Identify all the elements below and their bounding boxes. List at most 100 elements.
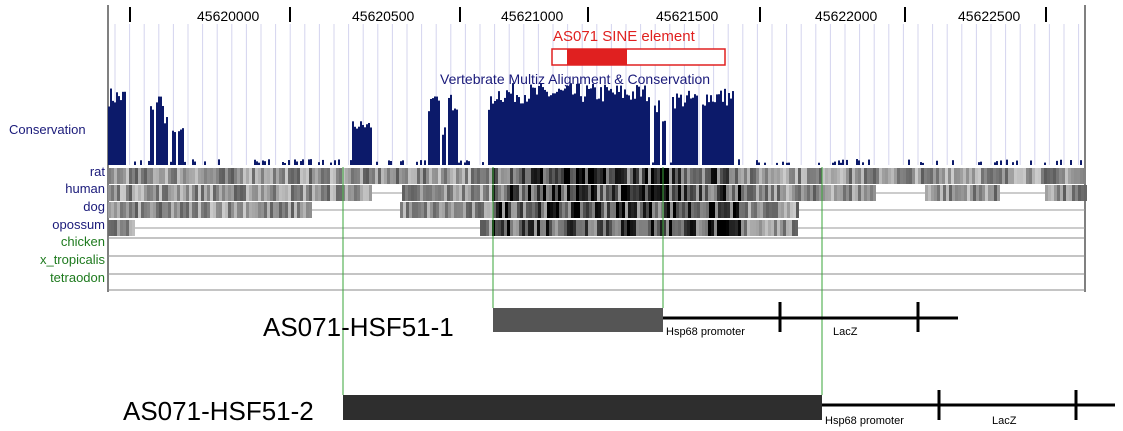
alignment-block	[114, 202, 117, 218]
alignment-block	[129, 202, 132, 218]
alignment-block	[312, 185, 315, 201]
species-alignment-rows	[108, 168, 1087, 291]
conservation-bar	[114, 102, 116, 165]
alignment-block	[843, 168, 846, 184]
alignment-block	[357, 185, 360, 201]
alignment-block	[156, 168, 159, 184]
alignment-block	[733, 202, 736, 218]
alignment-block	[600, 168, 603, 184]
alignment-block	[228, 185, 231, 201]
alignment-block	[672, 168, 675, 184]
alignment-block	[508, 202, 511, 218]
alignment-block	[117, 168, 120, 184]
alignment-block	[789, 168, 792, 184]
alignment-block	[441, 185, 444, 201]
alignment-block	[451, 202, 454, 218]
conservation-bar	[508, 92, 510, 165]
conservation-bar	[578, 83, 580, 165]
alignment-block	[156, 185, 159, 201]
alignment-block	[903, 168, 906, 184]
alignment-block	[264, 185, 267, 201]
alignment-block	[297, 168, 300, 184]
alignment-block	[126, 220, 129, 236]
conservation-bar	[920, 162, 922, 165]
alignment-block	[585, 220, 588, 236]
alignment-block	[987, 168, 990, 184]
alignment-block	[237, 202, 240, 218]
alignment-block	[498, 185, 501, 201]
alignment-block	[741, 185, 744, 201]
alignment-block	[225, 202, 228, 218]
alignment-block	[339, 168, 342, 184]
alignment-block	[324, 168, 327, 184]
alignment-block	[1017, 168, 1020, 184]
alignment-block	[144, 185, 147, 201]
conservation-bar	[1070, 160, 1072, 165]
alignment-block	[522, 220, 525, 236]
alignment-block	[798, 185, 801, 201]
alignment-block	[108, 202, 111, 218]
alignment-block	[183, 202, 186, 218]
conservation-bar	[594, 87, 596, 165]
alignment-block	[555, 185, 558, 201]
alignment-block	[511, 202, 514, 218]
alignment-block	[672, 220, 675, 236]
alignment-block	[279, 185, 282, 201]
species-label-human: human	[65, 181, 105, 196]
conservation-bar	[908, 159, 910, 165]
conservation-bar	[156, 102, 158, 165]
alignment-block	[207, 168, 210, 184]
alignment-block	[915, 168, 918, 184]
construct-1-insert	[493, 308, 663, 332]
alignment-block	[129, 185, 132, 201]
conservation-bar	[710, 95, 712, 165]
alignment-block	[732, 185, 735, 201]
alignment-block	[795, 185, 798, 201]
conservation-bar	[534, 87, 536, 165]
alignment-block	[132, 220, 135, 236]
alignment-block	[793, 202, 796, 218]
conservation-bar	[642, 89, 644, 165]
conservation-bar	[160, 96, 162, 165]
alignment-block	[991, 185, 994, 201]
alignment-block	[636, 185, 639, 201]
alignment-block	[528, 220, 531, 236]
alignment-block	[948, 168, 951, 184]
alignment-block	[462, 168, 465, 184]
alignment-block	[300, 202, 303, 218]
conservation-bar	[682, 106, 684, 165]
alignment-block	[450, 168, 453, 184]
alignment-block	[994, 185, 997, 201]
alignment-block	[159, 202, 162, 218]
alignment-block	[678, 220, 681, 236]
conservation-bar	[672, 97, 674, 165]
alignment-block	[261, 168, 264, 184]
alignment-block	[540, 168, 543, 184]
alignment-block	[111, 185, 114, 201]
alignment-block	[114, 168, 117, 184]
alignment-block	[831, 185, 834, 201]
alignment-block	[582, 220, 585, 236]
alignment-block	[760, 202, 763, 218]
ruler-label: 45620500	[352, 8, 415, 24]
alignment-block	[675, 185, 678, 201]
conservation-bar	[606, 87, 608, 165]
alignment-block	[447, 185, 450, 201]
conservation-bar	[600, 87, 602, 165]
alignment-block	[690, 185, 693, 201]
alignment-block	[742, 202, 745, 218]
alignment-block	[534, 168, 537, 184]
alignment-block	[216, 185, 219, 201]
alignment-block	[408, 185, 411, 201]
alignment-block	[720, 220, 723, 236]
conservation-bar	[506, 90, 508, 165]
alignment-block	[1074, 168, 1077, 184]
alignment-block	[408, 168, 411, 184]
conservation-bar	[500, 100, 502, 165]
species-label-chicken: chicken	[61, 234, 105, 249]
alignment-block	[513, 185, 516, 201]
alignment-block	[336, 185, 339, 201]
alignment-block	[525, 220, 528, 236]
alignment-block	[972, 168, 975, 184]
alignment-block	[747, 220, 750, 236]
